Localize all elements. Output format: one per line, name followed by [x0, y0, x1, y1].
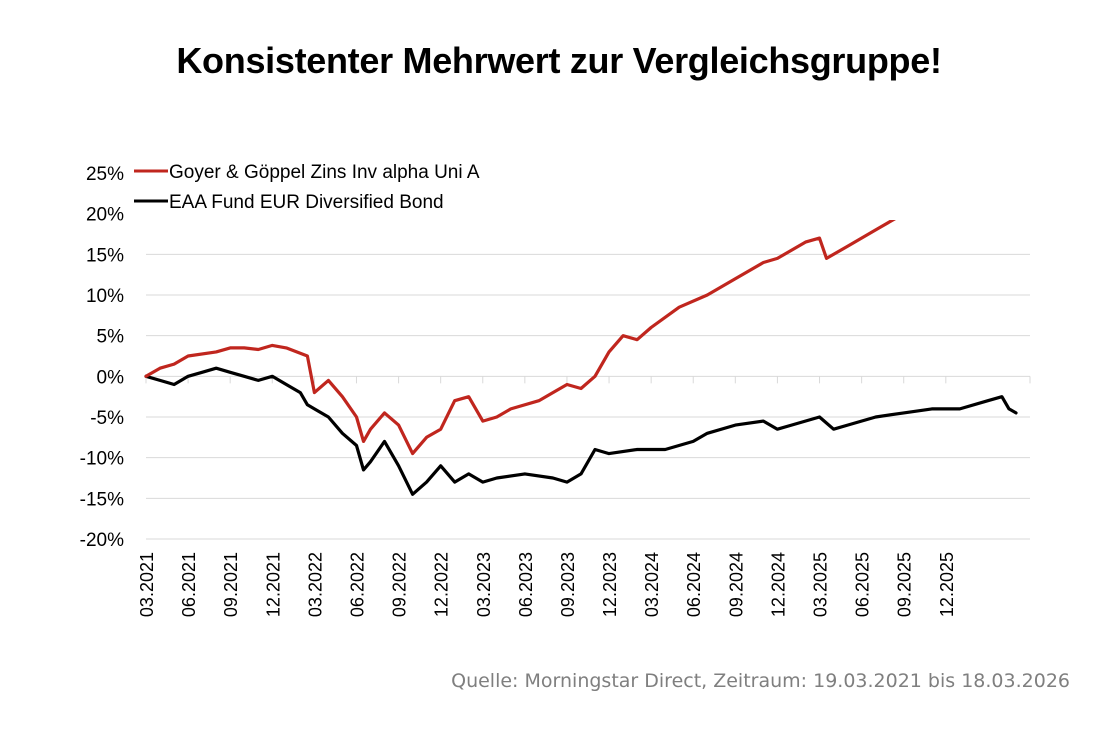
x-tick-label: 06.2021	[179, 552, 199, 617]
x-tick-label: 12.2025	[937, 552, 957, 617]
series-lines	[144, 190, 1018, 496]
x-tick-label: 06.2024	[684, 552, 704, 617]
series-line-goyer-goeppel	[144, 190, 1018, 456]
series-line-eaa-fund	[144, 366, 1018, 496]
x-tick-label: 06.2023	[516, 552, 536, 617]
page-title: Konsistenter Mehrwert zur Vergleichsgrup…	[176, 40, 942, 81]
legend: Goyer & Göppel Zins Inv alpha Uni A EAA …	[130, 158, 1036, 220]
x-tick-label: 09.2024	[726, 552, 746, 617]
source-note: Quelle: Morningstar Direct, Zeitraum: 19…	[451, 670, 1070, 692]
x-tick-label: 09.2023	[558, 552, 578, 617]
y-axis-tick-labels: 25% 20% 15% 10% 5% 0% -5% -10% -15% -20%	[80, 164, 124, 551]
y-tick-label: 25%	[86, 164, 124, 185]
y-tick-label: -15%	[80, 489, 124, 510]
x-tick-label: 03.2021	[137, 552, 157, 617]
x-tick-label: 12.2022	[432, 552, 452, 617]
x-tick-label: 09.2025	[895, 552, 915, 617]
x-tick-label: 12.2021	[263, 552, 283, 617]
x-tick-label: 12.2023	[600, 552, 620, 617]
y-tick-label: 10%	[86, 286, 124, 307]
x-axis-tick-marks	[145, 376, 1031, 384]
x-tick-label: 09.2022	[390, 552, 410, 617]
x-tick-label: 03.2024	[642, 552, 662, 617]
gridlines	[146, 172, 1030, 540]
legend-background	[596, 160, 1036, 220]
x-tick-label: 03.2023	[474, 552, 494, 617]
legend-label-eaa-fund: EAA Fund EUR Diversified Bond	[169, 192, 444, 213]
x-tick-label: 03.2025	[811, 552, 831, 617]
x-tick-label: 06.2025	[853, 552, 873, 617]
y-tick-label: 5%	[97, 327, 125, 348]
y-tick-label: 20%	[86, 205, 124, 226]
y-tick-label: 15%	[86, 245, 124, 266]
legend-label-goyer-goeppel: Goyer & Göppel Zins Inv alpha Uni A	[169, 162, 480, 183]
x-tick-label: 09.2021	[221, 552, 241, 617]
y-tick-label: 0%	[97, 367, 125, 388]
x-tick-label: 12.2024	[768, 552, 788, 617]
y-tick-label: -5%	[90, 408, 124, 429]
y-tick-label: -20%	[80, 530, 124, 551]
x-axis-tick-labels: 03.2021 06.2021 09.2021 12.2021 03.2022 06.20…	[137, 552, 957, 617]
x-tick-label: 06.2022	[347, 552, 367, 617]
y-tick-label: -10%	[80, 449, 124, 470]
x-tick-label: 03.2022	[305, 552, 325, 617]
legend-box	[130, 158, 600, 218]
